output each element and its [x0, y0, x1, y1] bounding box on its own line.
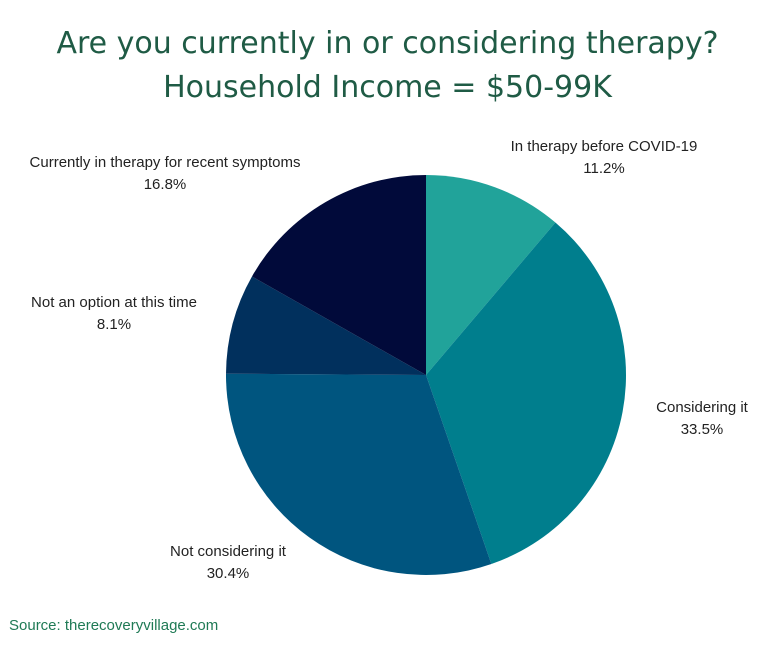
slice-value-label: 8.1%: [97, 316, 131, 333]
slice-label: In therapy before COVID-19: [511, 138, 698, 155]
pie-slice-in-therapy-before-covid-19: [426, 175, 556, 375]
pie-labels: In therapy before COVID-19 11.2% Consideri…: [30, 138, 749, 582]
slice-label: Not an option at this time: [31, 294, 197, 311]
slice-value-label: 30.4%: [207, 565, 250, 582]
slice-value-label: 16.8%: [144, 176, 187, 193]
slice-label: Considering it: [656, 399, 749, 416]
chart-title: Are you currently in or considering ther…: [56, 26, 719, 61]
source-note: Source: therecoveryvillage.com: [9, 617, 219, 634]
slice-value-label: 11.2%: [583, 160, 624, 177]
slice-label: Not considering it: [170, 543, 287, 560]
pie-slice-currently-in-therapy-for-recent-symptoms: [251, 175, 426, 375]
pie-slices: [225, 175, 626, 575]
pie-slice-not-an-option-at-this-time: [226, 276, 426, 375]
pie-slice-considering-it: [426, 222, 626, 565]
chart-title-block: Are you currently in or considering ther…: [0, 22, 775, 110]
chart-subtitle: Household Income = $50-99K: [163, 70, 612, 105]
slice-value-label: 33.5%: [681, 421, 724, 438]
pie-slice-not-considering-it: [225, 373, 492, 575]
slice-label: Currently in therapy for recent symptoms: [30, 154, 301, 171]
